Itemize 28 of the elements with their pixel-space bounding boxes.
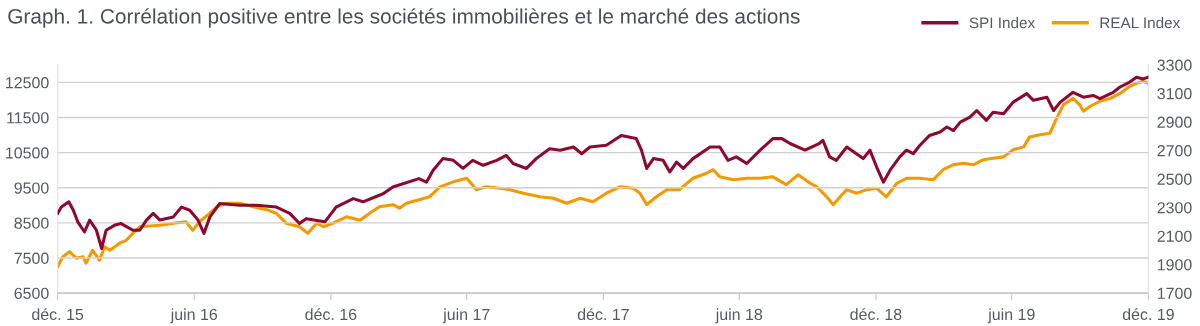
y-tick-label: 10500 (6, 147, 49, 159)
y-tick-label: 8500 (14, 217, 49, 229)
x-tick-label: juin 17 (442, 308, 490, 324)
x-tick-label: déc. 16 (305, 308, 357, 321)
y-tick-label: 9500 (14, 182, 49, 194)
legend-label: REAL Index (1100, 17, 1181, 29)
y2-tick-label: 2500 (1157, 173, 1192, 185)
x-tick-label: déc. 18 (850, 308, 902, 321)
y2-tick-label: 2300 (1157, 202, 1192, 214)
x-tick-label: déc. 15 (32, 308, 84, 321)
chart-title: Graph. 1. Corrélation positive entre les sociétés immobilières et le marché des actions (8, 8, 800, 28)
y-tick-label: 6500 (14, 287, 49, 300)
x-tick-label: déc. 19 (1122, 308, 1174, 321)
y2-tick-label: 2900 (1157, 116, 1192, 128)
y2-tick-label: 3300 (1157, 59, 1192, 71)
y2-tick-label: 1700 (1157, 287, 1192, 300)
y2-tick-label: 3100 (1157, 88, 1192, 100)
x-tick-label: juin 19 (987, 308, 1035, 324)
x-tick-label: juin 16 (170, 308, 218, 324)
y-tick-label: 7500 (14, 252, 49, 264)
y2-tick-label: 2100 (1157, 230, 1192, 242)
y2-tick-label: 2700 (1157, 145, 1192, 157)
x-tick-label: déc. 17 (577, 308, 629, 321)
y-tick-label: 11500 (7, 112, 49, 124)
y-tick-label: 12500 (6, 77, 49, 89)
y2-tick-label: 1900 (1157, 259, 1192, 271)
x-tick-label: juin 18 (715, 308, 763, 324)
legend-label: SPI Index (969, 17, 1035, 29)
